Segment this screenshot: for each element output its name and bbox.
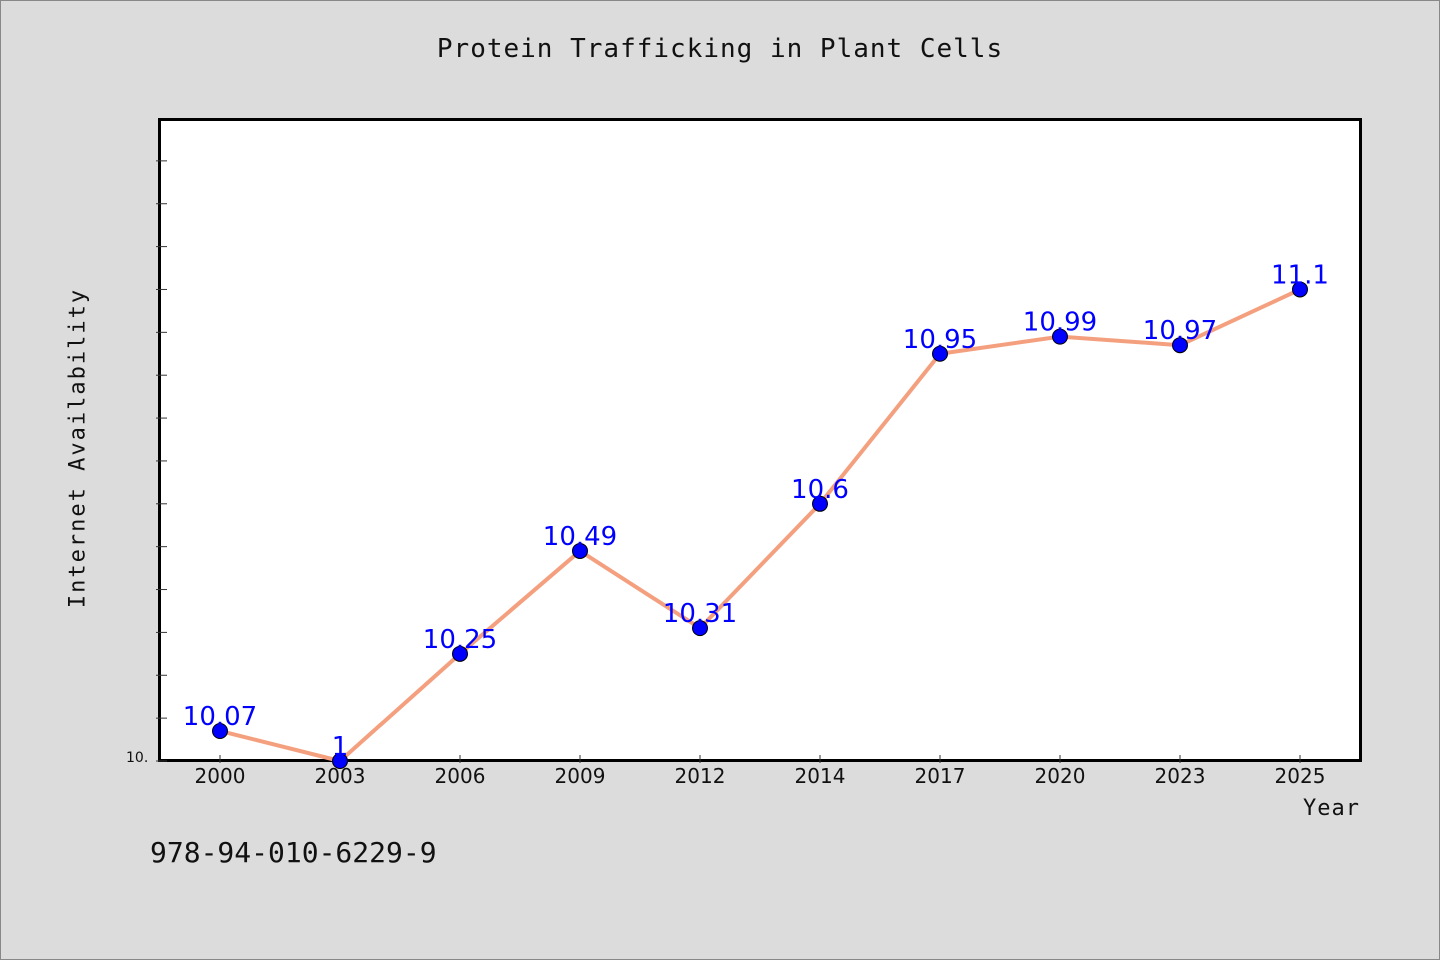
data-point [572,542,588,559]
x-tick-label: 2000 [195,764,246,788]
x-tick-label: 2020 [1035,764,1086,788]
data-label: 10.6 [791,475,849,505]
data-point [452,645,468,662]
x-tick-label: 2014 [795,764,846,788]
chart-title: Protein Trafficking in Plant Cells [436,34,1004,64]
data-label: 10.25 [423,625,497,655]
data-point [332,753,348,769]
data-label: 10.49 [543,522,617,552]
data-label: 10.07 [183,702,257,732]
x-tick-label: 2017 [915,764,966,788]
plot-area [158,118,1362,762]
data-point [1052,328,1068,345]
x-tick-label: 2009 [555,764,606,788]
y-axis-label: Internet Availability [65,287,91,609]
data-label: 10.31 [663,599,737,629]
data-point [692,620,708,637]
data-point [1292,281,1308,298]
data-point [212,722,228,739]
data-label: 11.1 [1271,260,1329,290]
data-label: 10.95 [903,325,977,355]
x-axis-label: Year [1303,796,1360,821]
data-label: 10.99 [1023,308,1097,338]
data-label: 10.97 [1143,316,1217,346]
data-point [1172,337,1188,354]
y-tick-label: 10. [126,750,149,766]
data-point [932,345,948,362]
series-line [219,287,1301,763]
footer-code: 978-94-010-6229-9 [150,836,437,869]
data-point [812,495,828,512]
x-tick-label: 2006 [435,764,486,788]
data-label: 1 [332,732,349,762]
x-tick-label: 2012 [675,764,726,788]
x-tick-label: 2023 [1155,764,1206,788]
x-tick-label: 2025 [1275,764,1326,788]
